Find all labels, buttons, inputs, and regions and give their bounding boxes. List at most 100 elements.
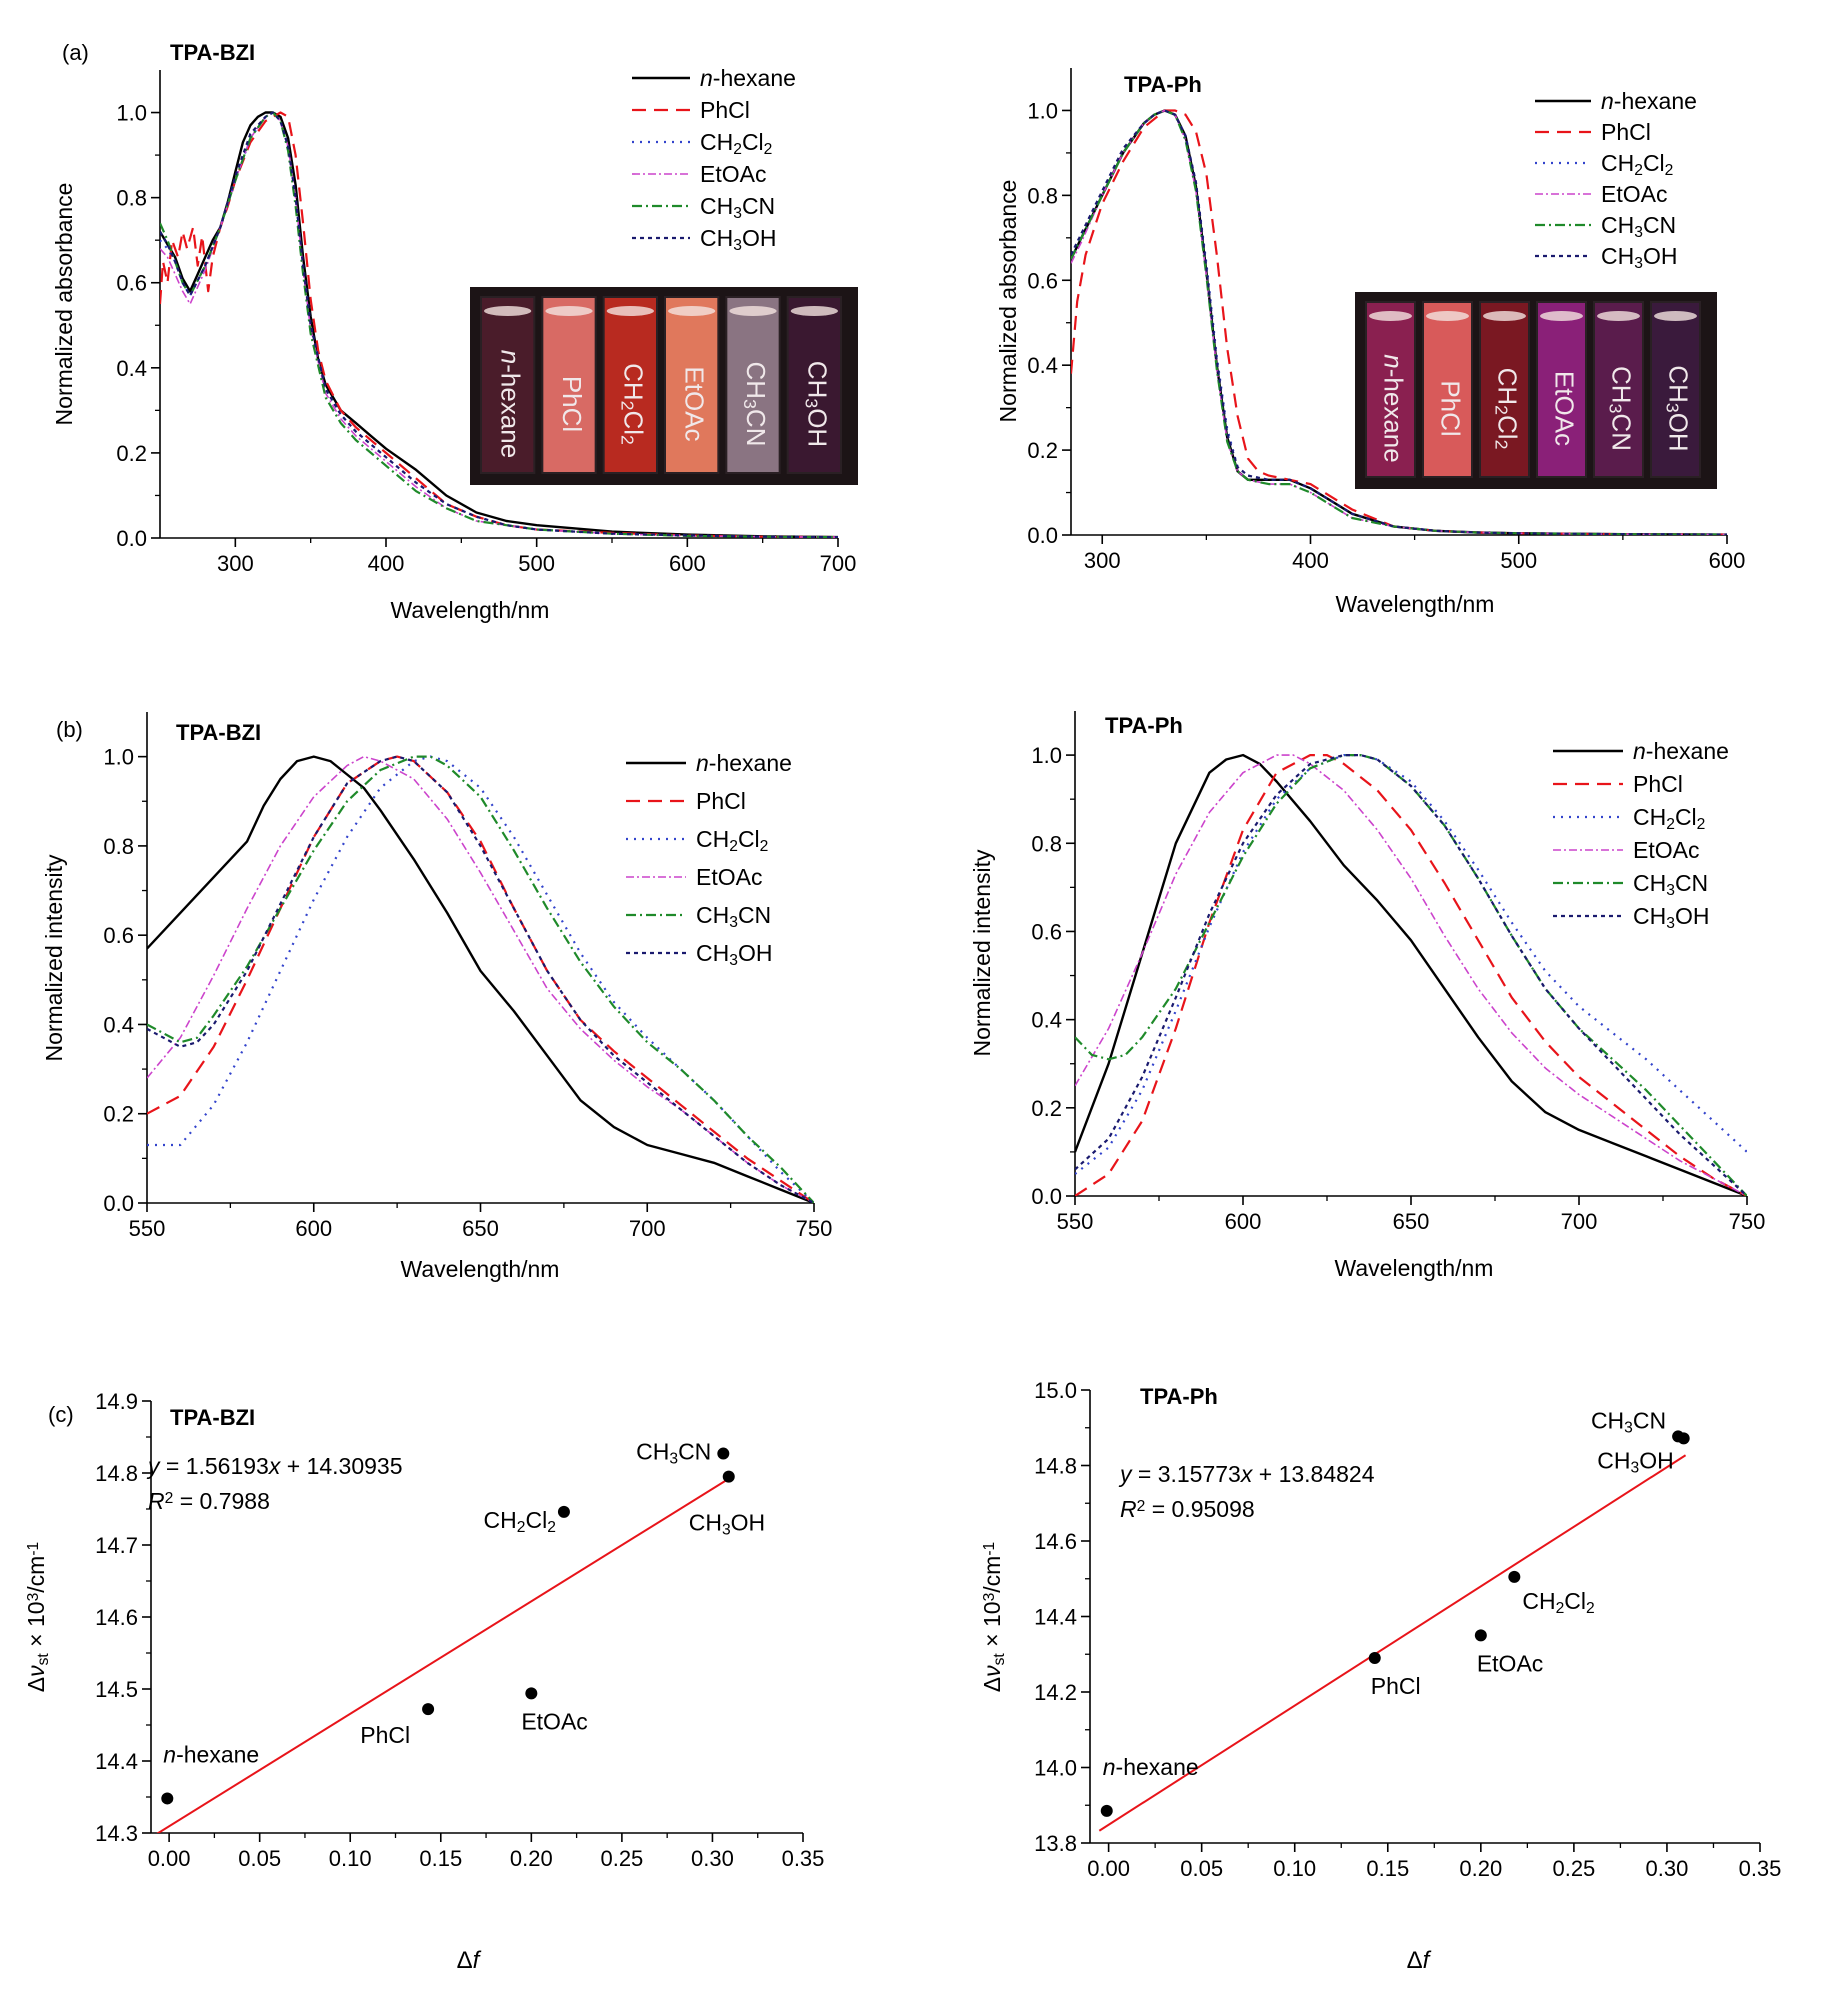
chart-b1: 550 600 650 700 750 0.0 0.2 0.4 0.6 0.8 1.0 TPA-BZI… [41,712,832,1282]
legend-label: EtOAc [1601,181,1667,207]
text-part: + 14.30935 [280,1453,402,1479]
legend-label: PhCl [1633,771,1683,797]
text-part: CH [696,940,729,966]
data-point [557,1505,570,1518]
y-tick-label: 14.4 [95,1749,138,1774]
y-tick-label: 15.0 [1034,1378,1077,1403]
x-tick-label: 650 [1393,1209,1430,1234]
x-tick-label: 0.15 [1366,1856,1409,1881]
text-part: Cl [1493,415,1523,440]
y-tick-label: 0.4 [116,356,147,381]
data-point [1368,1652,1381,1665]
text-part: PhCl [1633,771,1683,797]
text-part: PhCl [700,97,750,123]
x-tick-label: 400 [368,551,405,576]
series-line-CH3OH [1075,753,1747,1196]
text-part: × 10 [23,1601,49,1653]
series-line-CH3OH [1071,109,1727,535]
legend-label: PhCl [700,97,750,123]
chart-a2: 300 400 500 600 0.0 0.2 0.4 0.6 0.8 1.0 TPA-Ph Wave… [995,68,1745,617]
text-part: OH [1664,413,1694,452]
y-tick-label: 14.3 [95,1821,138,1846]
point-label: PhCl [1371,1673,1421,1699]
x-tick-label: 0.05 [1180,1856,1223,1881]
data-point [161,1792,174,1805]
x-axis-label: Wavelength/nm [391,597,550,623]
vial [1479,301,1530,478]
legend-label: CH3CN [700,193,775,222]
x-tick-label: 0.30 [691,1846,734,1871]
y-tick-label: 14.8 [1034,1454,1077,1479]
series-line-PhCl [160,111,838,538]
x-axis-label: Wavelength/nm [1336,591,1495,617]
x-axis-label: Δf [1407,1947,1432,1974]
text-part: 3 [669,1451,678,1468]
point-label: n-hexane [163,1741,259,1767]
text-part: Δ [23,1677,49,1692]
text-part: OH [1675,903,1710,929]
text-part: f [473,1947,482,1974]
y-tick-label: 14.7 [95,1533,138,1558]
text-part: n [1103,1754,1116,1780]
text-part: CH [1597,1447,1630,1473]
x-tick-label: 600 [1225,1209,1262,1234]
vial-meniscus [729,306,777,316]
text-part: CH [484,1507,517,1533]
text-part: Δ [1407,1947,1423,1974]
legend-label: PhCl [696,788,746,814]
text-part: = 0.95098 [1145,1496,1254,1522]
series-line-CH2Cl2 [147,755,814,1203]
text-part: OH [731,1510,766,1536]
text-part: y [1118,1461,1133,1487]
text-part: x [268,1453,282,1479]
x-tick-label: 500 [1500,548,1537,573]
y-axis-label: Δνst × 103/cm-1 [23,1542,52,1693]
x-tick-label: 600 [669,551,706,576]
text-part: 2 [1556,1600,1565,1617]
vial [664,296,720,474]
text-part: R [1120,1496,1137,1522]
x-tick-label: 700 [820,551,857,576]
text-part: 3 [1663,403,1683,413]
text-part: PhCl [1371,1673,1421,1699]
point-label: CH3CN [636,1439,711,1468]
text-part: -hexane [713,65,796,91]
vial-label: CH2Cl2 [618,363,649,445]
point-label: EtOAc [521,1708,587,1734]
text-part: 3 [1630,1460,1639,1477]
legend-label: CH3OH [1633,903,1709,932]
y-tick-label: 0.8 [116,186,147,211]
y-tick-label: 0.8 [1027,183,1058,208]
text-part: CN [738,902,771,928]
text-part: Cl [1675,804,1697,830]
text-part: n [1379,354,1409,368]
vial [602,296,659,474]
text-part: ν [979,1665,1005,1677]
text-part: EtOAc [1550,371,1580,446]
text-part: 2 [1634,162,1643,179]
text-part: CH [1633,804,1666,830]
text-part: CH [802,361,832,399]
text-part: 3 [1634,255,1643,272]
chart-title: TPA-BZI [170,40,255,65]
y-axis-label: Δνst × 103/cm-1 [979,1542,1008,1693]
text-part: OH [1639,1447,1674,1473]
text-part: 2 [618,401,638,411]
y-tick-label: 0.2 [1027,438,1058,463]
text-part: CN [741,409,771,447]
data-point [722,1470,735,1483]
x-tick-label: 300 [1084,548,1121,573]
text-part: st [991,1653,1008,1666]
y-tick-label: 0.4 [1027,353,1058,378]
point-label: CH3OH [689,1510,765,1539]
text-part: CN [1607,413,1637,451]
panel-label: (a) [62,40,89,65]
text-part: PhCl [1601,119,1651,145]
point-label: CH3CN [1591,1407,1666,1436]
y-tick-label: 0.0 [1027,523,1058,548]
vial-meniscus [668,306,716,316]
text-part: n [163,1741,176,1767]
vial-label: n-hexane [496,350,526,458]
